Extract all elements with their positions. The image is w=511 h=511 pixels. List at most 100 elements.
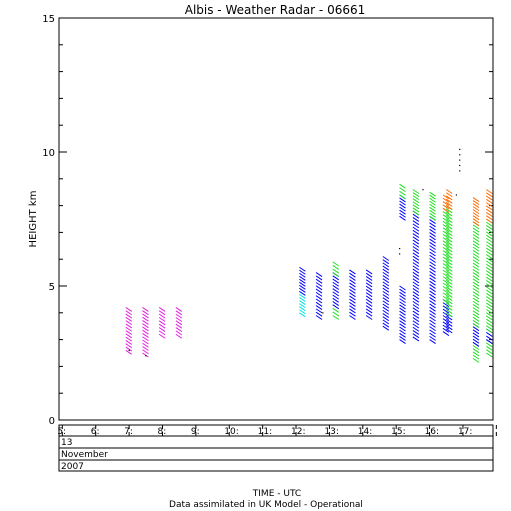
wind-barb (175, 307, 183, 312)
x-tick-label: 14: (358, 427, 372, 437)
wind-barb (472, 221, 480, 227)
wind-barb (382, 303, 390, 309)
wind-barb (442, 224, 450, 229)
wind-barb (429, 222, 436, 228)
wind-barb (445, 289, 453, 295)
wind-barb (412, 246, 420, 251)
wind-barb (429, 280, 436, 286)
wind-barb (472, 259, 480, 265)
wind-barb (472, 269, 480, 274)
wind-barb (399, 313, 406, 319)
wind-barb (486, 283, 493, 289)
wind-barb (399, 285, 406, 291)
wind-barb (332, 311, 340, 317)
wind-barb (125, 307, 133, 312)
wind-barb (399, 304, 406, 310)
wind-barb (429, 316, 436, 322)
wind-barb (442, 220, 450, 226)
wind-barb (175, 333, 183, 339)
wind-barb (429, 267, 436, 273)
wind-barb (442, 324, 450, 330)
wind-barb (429, 203, 436, 209)
wind-barb (399, 288, 406, 294)
wind-barb (442, 194, 450, 200)
wind-barb (142, 313, 149, 319)
wind-barb (445, 312, 453, 318)
wind-barb (472, 313, 480, 319)
wind-barb (429, 235, 436, 241)
wind-barb (429, 264, 436, 270)
wind-barb (412, 189, 420, 194)
wind-barb (429, 335, 436, 341)
wind-barb (412, 229, 420, 235)
x-axis-label: TIME - UTC (252, 489, 301, 499)
wind-barb (445, 250, 453, 256)
x-tick-label: 8: (157, 427, 166, 437)
wind-barb (429, 287, 436, 293)
wind-barb (472, 197, 480, 202)
wind-barb (158, 307, 166, 312)
echo-point (422, 189, 424, 191)
y-tick-label: 15 (42, 14, 55, 25)
wind-barb (365, 269, 373, 275)
wind-barb (299, 278, 306, 284)
wind-barb (445, 286, 453, 292)
wind-barb (332, 301, 340, 306)
x-tick-label: 12: (291, 427, 305, 437)
wind-profile (299, 266, 306, 318)
time-row-month (58, 447, 494, 461)
echo-point (128, 349, 130, 352)
wind-barb (382, 300, 390, 306)
wind-barb (486, 247, 493, 253)
wind-barb (472, 227, 480, 233)
wind-barb (486, 289, 493, 295)
wind-barb (442, 253, 450, 259)
wind-barb (332, 288, 340, 294)
wind-barb (365, 289, 373, 294)
wind-barb (429, 232, 436, 237)
wind-barb (412, 310, 420, 316)
wind-barb (412, 201, 420, 207)
wind-barb (472, 249, 480, 255)
wind-barb (315, 272, 323, 278)
wind-profile (382, 256, 390, 331)
wind-barb (429, 332, 436, 338)
wind-barb (442, 243, 450, 249)
wind-barb (486, 267, 493, 272)
wind-barb (365, 305, 373, 311)
wind-barb (412, 323, 420, 329)
wind-barb (472, 246, 480, 252)
wind-barb (445, 273, 453, 279)
wind-barb (412, 255, 420, 261)
wind-barb (315, 282, 323, 287)
wind-barb (412, 262, 420, 268)
wind-barb (442, 201, 450, 206)
wind-barb (486, 208, 493, 214)
wind-barb (382, 256, 390, 261)
wind-barb (486, 225, 493, 230)
echo-point (459, 159, 461, 161)
wind-barb (412, 271, 420, 277)
wind-barb (158, 320, 166, 326)
wind-barb (142, 333, 149, 338)
wind-barb (472, 310, 480, 316)
wind-barb (472, 224, 480, 230)
wind-barb (299, 287, 306, 293)
wind-barb (142, 316, 149, 322)
wind-barb (472, 209, 480, 215)
wind-barb (486, 198, 493, 204)
wind-barb (486, 273, 493, 279)
wind-barb (445, 201, 453, 207)
wind-barb (315, 278, 323, 284)
wind-barb (486, 221, 493, 227)
wind-barb (442, 227, 450, 233)
wind-barb (399, 212, 406, 218)
wind-barb (299, 281, 306, 287)
wind-barb (412, 278, 420, 284)
wind-barb (472, 291, 480, 297)
wind-barb (412, 336, 420, 342)
wind-barb (442, 214, 450, 220)
wind-barb (399, 197, 406, 203)
wind-barb (315, 295, 323, 301)
wind-barb (442, 256, 450, 262)
